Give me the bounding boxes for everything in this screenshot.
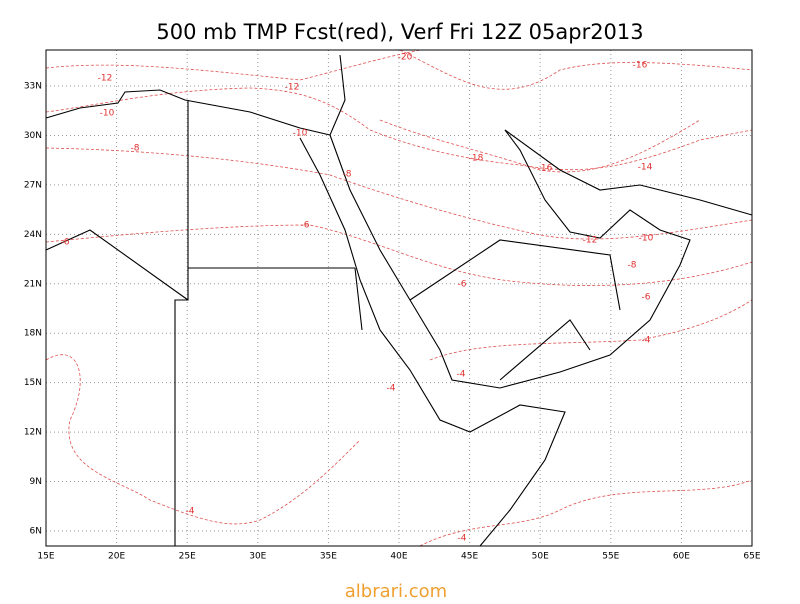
contour <box>45 147 753 240</box>
x-tick-label: 55E <box>602 552 619 562</box>
coastline <box>45 54 346 136</box>
contour <box>429 299 753 361</box>
x-tick-label: 65E <box>743 552 760 562</box>
y-tick-label: 18N <box>24 329 42 339</box>
x-tick-label: 25E <box>179 552 196 562</box>
watermark: albrari.com <box>345 581 447 600</box>
y-tick-label: 21N <box>24 279 42 289</box>
contour <box>379 119 701 173</box>
y-tick-label: 33N <box>24 82 42 92</box>
coastline <box>504 129 753 216</box>
coastlines <box>45 54 753 547</box>
contour-label: -4 <box>186 507 195 517</box>
contour <box>45 224 753 286</box>
contour <box>45 354 361 525</box>
contour-label: -18 <box>469 154 484 164</box>
contour-label: -12 <box>285 83 300 93</box>
contour-label: -8 <box>628 261 637 271</box>
contour <box>45 49 421 81</box>
contour-label: -10 <box>639 234 654 244</box>
x-tick-label: 60E <box>673 552 690 562</box>
y-tick-label: 27N <box>24 180 42 190</box>
y-tick-label: 15N <box>24 378 42 388</box>
map-title: 500 mb TMP Fcst(red), Verf Fri 12Z 05apr… <box>156 20 643 44</box>
x-tick-label: 40E <box>390 552 407 562</box>
x-tick-label: 45E <box>461 552 478 562</box>
contour-label: -6 <box>642 293 651 303</box>
contour <box>45 87 753 171</box>
temperature-contours <box>45 49 753 547</box>
contour-labels: -20 -16 -12 -12 -10 -10 -8 -18 -16 -14 -8 -6 -6 -12 -1… <box>61 53 654 544</box>
x-tick-label: 15E <box>37 552 54 562</box>
contour-label: -16 <box>633 61 648 71</box>
contour-label: -4 <box>387 384 396 394</box>
x-tick-label: 35E <box>320 552 337 562</box>
contour-label: -10 <box>293 129 308 139</box>
contour-label: -12 <box>583 236 598 246</box>
contour-label: -6 <box>458 280 467 290</box>
contour-label: -16 <box>538 164 553 174</box>
y-tick-label: 6N <box>30 527 42 537</box>
contour-label: -10 <box>100 109 115 119</box>
border <box>45 100 363 546</box>
border <box>409 239 621 381</box>
contour-label: -4 <box>458 534 467 544</box>
contour-label: -8 <box>131 144 140 154</box>
x-tick-label: 20E <box>108 552 125 562</box>
y-tick-label: 24N <box>24 230 42 240</box>
x-tick-label: 50E <box>532 552 549 562</box>
contour-label: -6 <box>61 238 70 248</box>
map-frame <box>45 49 753 547</box>
x-tick-label: 30E <box>249 552 266 562</box>
contour-label: -8 <box>343 170 352 180</box>
contour-label: -14 <box>638 163 653 173</box>
contour <box>419 479 753 547</box>
y-tick-label: 12N <box>24 428 42 438</box>
contour <box>399 49 753 90</box>
y-tick-label: 30N <box>24 131 42 141</box>
y-tick-label: 9N <box>30 477 42 487</box>
contour-label: -4 <box>642 336 651 346</box>
contour-label: -12 <box>98 74 113 84</box>
contour-label: -6 <box>301 221 310 231</box>
contour-label: -20 <box>398 53 413 63</box>
contour-label: -4 <box>457 370 466 380</box>
coastline <box>299 137 566 547</box>
